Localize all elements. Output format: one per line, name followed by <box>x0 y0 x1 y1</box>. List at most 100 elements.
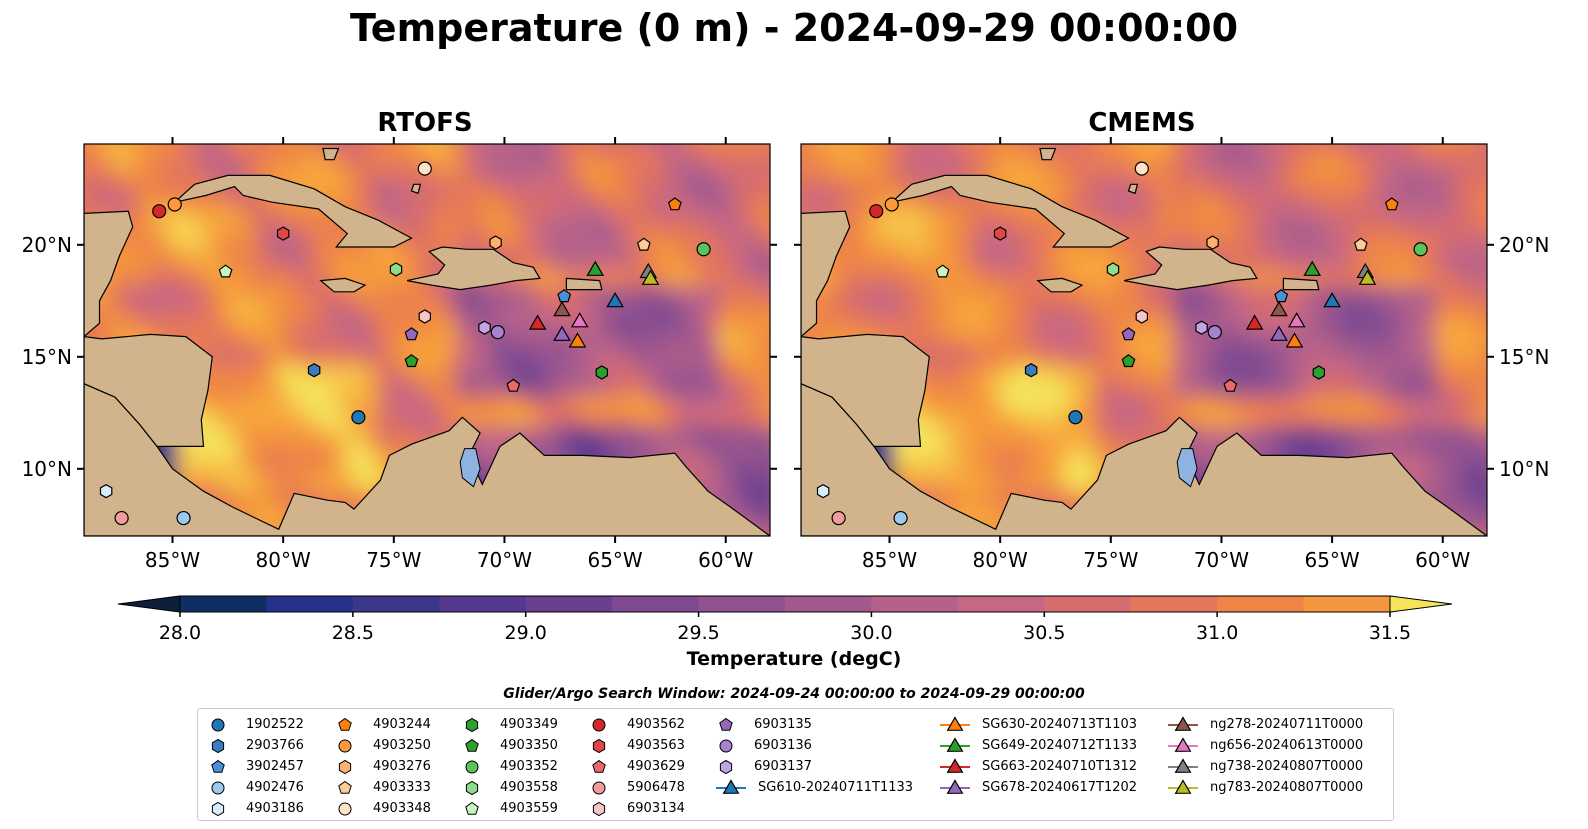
colorbar-bin <box>698 596 786 612</box>
argo-float-5906478 <box>114 510 129 526</box>
glider-SG663-20240710T1312 <box>1245 314 1264 330</box>
legend-glider-symbol <box>1168 715 1198 731</box>
argo-float-4902476 <box>176 510 191 526</box>
argo-float-4903559 <box>935 264 950 278</box>
colorbar-bin <box>1303 596 1391 612</box>
argo-float-4903352 <box>1413 242 1428 257</box>
map-panel-cmems: 85°W 80°W 75°W 70°W 65°W 60°W 10°N 15°N 20°N <box>794 137 1549 572</box>
lat-tick-label: 15°N <box>1499 345 1549 369</box>
legend-float-symbol <box>211 759 225 773</box>
glider-ng783-20240807T0000 <box>641 269 660 285</box>
argo-float-4903250 <box>884 197 899 212</box>
legend-item: 4903563 <box>587 735 685 756</box>
argo-float-6903136 <box>1207 325 1222 340</box>
legend-column: 1902522 2903766 3902457 4902476 4903186 <box>206 714 304 819</box>
search-window-caption: Glider/Argo Search Window: 2024-09-24 00… <box>503 686 1085 702</box>
colorbar-tick-label: 30.5 <box>1023 622 1065 644</box>
legend-item-label: SG649-20240712T1133 <box>982 738 1138 753</box>
lon-tick-label: 70°W <box>1194 548 1249 572</box>
argo-float-6903137 <box>1195 320 1208 335</box>
argo-float-4903333 <box>1353 237 1368 251</box>
glider-ng656-20240613T0000 <box>570 312 589 328</box>
argo-float-6903135 <box>1121 327 1136 341</box>
glider-ng278-20240711T0000 <box>553 300 571 317</box>
colorbar-tick-label: 29.0 <box>505 622 547 644</box>
argo-float-1902522 <box>1068 410 1083 425</box>
legend-item: 6903134 <box>587 798 685 819</box>
colorbar-bin <box>439 596 527 612</box>
legend-item-label: 4903352 <box>500 759 558 774</box>
argo-float-4903558 <box>389 262 403 277</box>
lat-tick-label: 10°N <box>1499 457 1549 481</box>
argo-float-4903349 <box>595 365 609 380</box>
legend: 1902522 2903766 3902457 4902476 4903186 49032… <box>197 708 1394 821</box>
legend-item-label: 3902457 <box>246 759 304 774</box>
lon-tick-label: 70°W <box>477 548 532 572</box>
colorbar-bin <box>1217 596 1305 612</box>
lon-tick-label: 60°W <box>698 548 753 572</box>
colorbar-bin <box>871 596 959 612</box>
colorbar-bin <box>1044 596 1132 612</box>
legend-column: SG630-20240713T1103 SG649-20240712T1133 SG… <box>938 714 1137 798</box>
colorbar-bin <box>957 596 1045 612</box>
argo-float-4902476 <box>893 510 908 526</box>
legend-glider-symbol <box>1168 736 1198 752</box>
lon-tick-label: 80°W <box>256 548 311 572</box>
legend-item: 3902457 <box>206 756 304 777</box>
argo-float-2903766 <box>307 363 321 378</box>
legend-item: 4903186 <box>206 798 304 819</box>
legend-float-symbol <box>338 739 352 752</box>
legend-item-label: ng656-20240613T0000 <box>1210 738 1364 753</box>
colorbar-bin <box>180 596 267 612</box>
legend-item: 4903350 <box>460 735 558 756</box>
lon-tick-label: 80°W <box>973 548 1028 572</box>
colorbar-bin <box>612 596 700 612</box>
legend-item: ng278-20240711T0000 <box>1166 714 1363 735</box>
legend-glider-symbol <box>1168 778 1198 794</box>
legend-item: 4903629 <box>587 756 685 777</box>
glider-SG610-20240711T1133 <box>1323 292 1341 308</box>
colorbar-tick-label: 31.0 <box>1196 622 1238 644</box>
legend-item-label: ng278-20240711T0000 <box>1210 717 1364 732</box>
legend-float-symbol <box>338 759 352 774</box>
legend-glider-symbol <box>940 736 970 752</box>
legend-item-label: 4903350 <box>500 738 558 753</box>
argo-float-6903135 <box>404 327 419 341</box>
legend-float-symbol <box>465 717 479 732</box>
legend-float-symbol <box>719 759 733 774</box>
legend-item-label: 4902476 <box>246 780 304 795</box>
colorbar-extend-high <box>1389 595 1453 613</box>
legend-item-label: 4903629 <box>627 759 685 774</box>
legend-item-label: 4903250 <box>373 738 431 753</box>
legend-item: 4903276 <box>333 756 431 777</box>
legend-item-label: SG630-20240713T1103 <box>982 717 1138 732</box>
legend-float-symbol <box>211 738 225 753</box>
lon-tick-label: 85°W <box>862 548 917 572</box>
argo-float-4903250 <box>167 197 182 212</box>
legend-item: SG663-20240710T1312 <box>938 756 1137 777</box>
legend-item: SG610-20240711T1133 <box>714 777 913 798</box>
legend-item: 5906478 <box>587 777 685 798</box>
lon-tick-label: 60°W <box>1415 548 1470 572</box>
panel-title-cmems: CMEMS <box>1088 108 1196 138</box>
legend-item-label: SG678-20240617T1202 <box>982 780 1138 795</box>
legend-float-symbol <box>719 739 733 752</box>
argo-float-4903563 <box>993 226 1007 241</box>
lon-tick-label: 65°W <box>587 548 642 572</box>
legend-item: 6903135 <box>714 714 913 735</box>
colorbar-label: Temperature (degC) <box>686 648 902 670</box>
legend-float-symbol <box>338 780 352 794</box>
lat-tick-label: 10°N <box>22 457 72 481</box>
legend-item: 4903244 <box>333 714 431 735</box>
argo-float-6903134 <box>418 309 431 324</box>
glider-SG649-20240712T1133 <box>586 260 605 276</box>
legend-item-label: 4903276 <box>373 759 431 774</box>
legend-float-symbol <box>211 801 225 816</box>
legend-item: SG678-20240617T1202 <box>938 777 1137 798</box>
colorbar-bin <box>266 596 354 612</box>
colorbar: 28.0 28.5 29.0 29.5 30.0 30.5 31.0 31.5 <box>117 595 1453 644</box>
legend-item: 4903352 <box>460 756 558 777</box>
legend-float-symbol <box>592 801 606 816</box>
argo-float-6903136 <box>490 325 505 340</box>
glider-ng278-20240711T0000 <box>1270 300 1288 317</box>
